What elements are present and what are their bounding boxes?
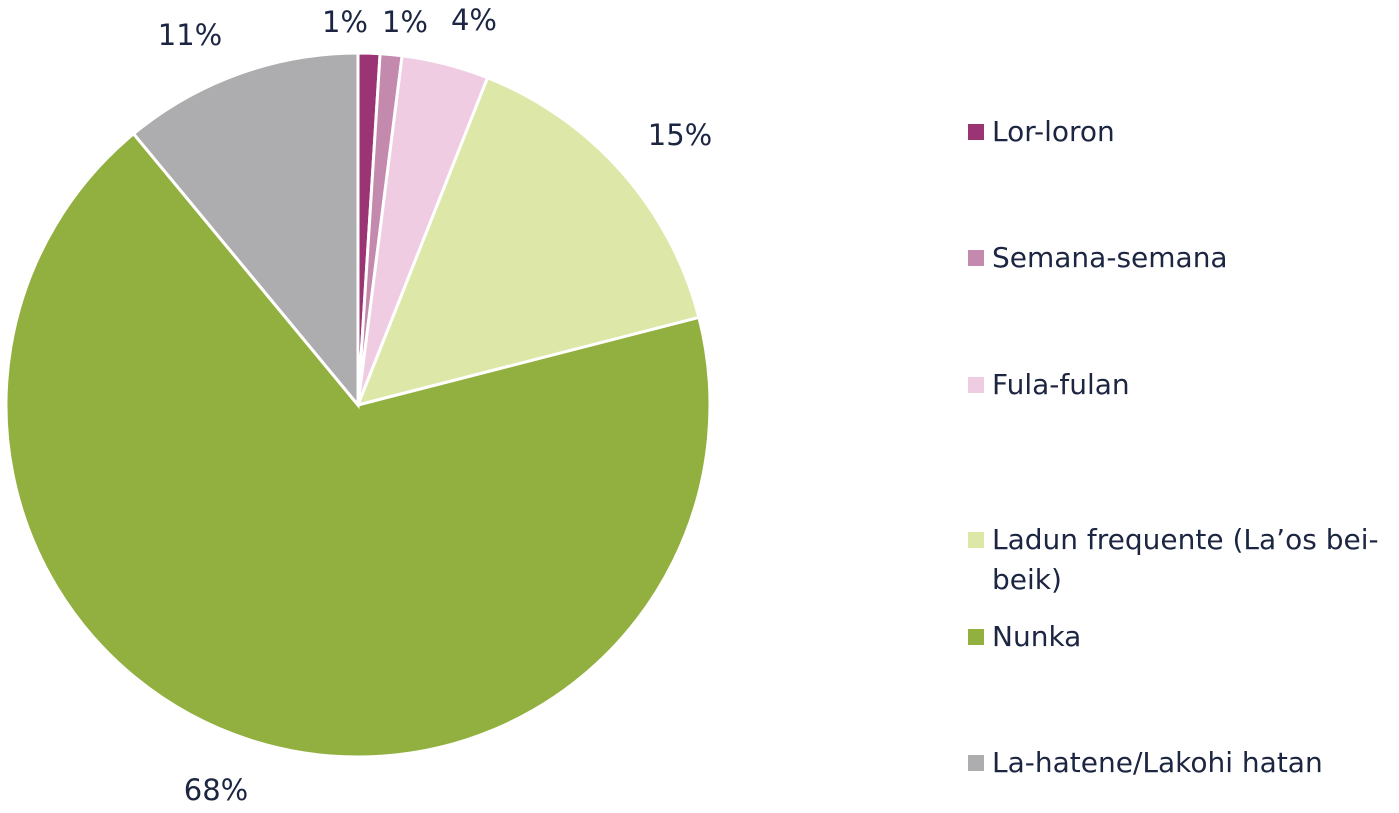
- legend-swatch: [968, 377, 984, 393]
- data-label: 4%: [451, 3, 497, 37]
- data-label: 1%: [322, 5, 368, 39]
- legend-swatch: [968, 124, 984, 140]
- data-label: 11%: [158, 18, 222, 52]
- data-label: 1%: [382, 5, 428, 39]
- legend-item: Ladun frequente (La’os bei-beik): [968, 520, 1398, 600]
- pie-slice: [355, 75, 701, 408]
- legend-item: Lor-loron: [968, 112, 1398, 152]
- legend-label: La-hatene/Lakohi hatan: [992, 746, 1323, 779]
- legend-item: La-hatene/Lakohi hatan: [968, 743, 1398, 783]
- legend-item: Nunka: [968, 617, 1398, 657]
- data-label: 15%: [648, 118, 712, 152]
- legend-swatch: [968, 755, 984, 771]
- legend-swatch: [968, 532, 984, 548]
- data-label: 68%: [184, 773, 248, 807]
- legend-item: Fula-fulan: [968, 365, 1398, 405]
- legend-label: Fula-fulan: [992, 368, 1130, 401]
- legend-swatch: [968, 250, 984, 266]
- legend-swatch: [968, 629, 984, 645]
- pie-slice: [131, 51, 360, 410]
- legend-label: Semana-semana: [992, 241, 1228, 274]
- legend-label: Nunka: [992, 620, 1082, 653]
- legend-label: Ladun frequente (La’os bei-beik): [992, 523, 1379, 596]
- pie-slice: [4, 131, 712, 759]
- legend-label: Lor-loron: [992, 115, 1115, 148]
- legend-item: Semana-semana: [968, 238, 1398, 278]
